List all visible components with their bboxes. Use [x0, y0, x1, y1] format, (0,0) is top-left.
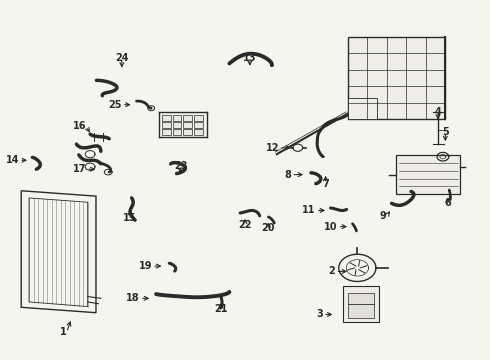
Text: 18: 18 — [126, 293, 140, 303]
Text: 17: 17 — [73, 164, 86, 174]
Bar — [162, 130, 171, 135]
Text: 3: 3 — [317, 310, 323, 319]
Text: 24: 24 — [115, 53, 128, 63]
Bar — [172, 115, 181, 121]
Bar — [194, 115, 203, 121]
Text: 9: 9 — [380, 211, 387, 221]
Text: 8: 8 — [285, 170, 292, 180]
Bar — [194, 122, 203, 128]
Bar — [347, 98, 377, 119]
Text: 5: 5 — [442, 127, 449, 136]
Text: 1: 1 — [60, 327, 67, 337]
Text: 25: 25 — [108, 100, 122, 110]
Bar — [162, 115, 171, 121]
Bar — [194, 130, 203, 135]
Text: 21: 21 — [214, 304, 227, 314]
Text: 13: 13 — [243, 53, 257, 63]
Text: 22: 22 — [238, 220, 252, 230]
Text: 12: 12 — [266, 143, 279, 153]
Text: 11: 11 — [302, 206, 316, 216]
Text: 14: 14 — [6, 155, 19, 165]
Text: 19: 19 — [139, 261, 152, 271]
Text: 4: 4 — [435, 107, 441, 117]
Bar — [347, 37, 445, 119]
Bar — [183, 130, 192, 135]
Bar — [172, 130, 181, 135]
Text: 16: 16 — [73, 121, 86, 131]
Bar — [396, 155, 460, 194]
Bar — [162, 122, 171, 128]
Bar — [183, 122, 192, 128]
Bar — [183, 115, 192, 121]
Text: 20: 20 — [262, 224, 275, 233]
Bar — [347, 293, 374, 318]
Text: 10: 10 — [324, 222, 338, 231]
Text: 15: 15 — [123, 213, 137, 222]
Bar — [343, 286, 379, 321]
Text: 7: 7 — [322, 179, 329, 189]
Bar — [172, 122, 181, 128]
Text: 2: 2 — [329, 266, 335, 276]
Text: 23: 23 — [174, 161, 187, 171]
Text: 6: 6 — [444, 198, 451, 208]
